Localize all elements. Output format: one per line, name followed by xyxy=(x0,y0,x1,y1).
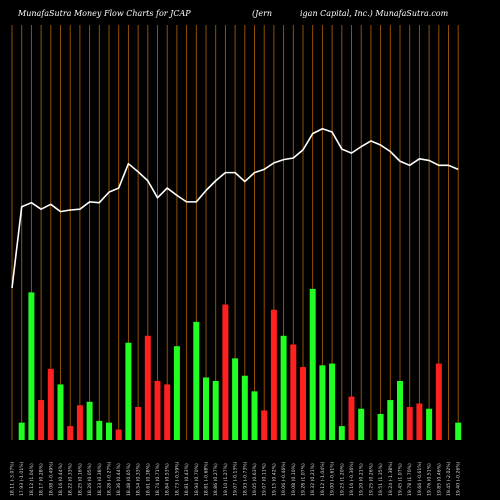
money-flow-bar xyxy=(261,410,268,440)
money-flow-bar xyxy=(203,377,209,440)
money-flow-bar xyxy=(232,358,239,440)
x-tick-label: 19.12 (-1.04%) xyxy=(320,461,326,496)
money-flow-bar xyxy=(377,413,384,440)
money-flow-bar xyxy=(67,426,74,440)
x-tick-label: 18.61 (0.38%) xyxy=(145,463,151,496)
x-tick-label: 18.48 (0.65%) xyxy=(126,463,132,496)
money-flow-bar xyxy=(280,335,287,440)
x-tick-label: 19.85 (0.46%) xyxy=(436,463,442,496)
money-flow-bar xyxy=(426,408,433,440)
x-tick-label: 18.74 (0.71%) xyxy=(155,463,161,496)
x-tick-label: 18.94 (0.70%) xyxy=(194,463,200,496)
money-flow-bar xyxy=(455,422,462,440)
x-tick-label: 18.73 (-0.59%) xyxy=(174,461,180,496)
x-tick-label: 19.66 (-0.61%) xyxy=(417,461,423,496)
x-tick-label: 19.08 (0.10%) xyxy=(291,463,297,496)
x-tick-label: 18.12 (1.04%) xyxy=(29,463,35,496)
money-flow-bar xyxy=(338,426,345,440)
x-tick-label: 18.17 (0.28%) xyxy=(39,463,45,496)
x-tick-label: 18.22 (0.33%) xyxy=(68,463,74,496)
x-tick-label: 18.36 (0.44%) xyxy=(116,463,122,496)
x-tick-label: 18.81 (0.43%) xyxy=(184,463,190,496)
x-tick-label: 17.93 (-1.01%) xyxy=(19,461,25,496)
x-tick-label: 19.40 (-0.26%) xyxy=(456,461,462,496)
money-flow-bar xyxy=(28,292,35,440)
x-tick-label: 19.05 (0.63%) xyxy=(252,463,258,496)
money-flow-bar xyxy=(387,400,394,440)
x-tick-label: 19.16 (-0.36%) xyxy=(349,461,355,496)
money-flow-bar xyxy=(106,422,112,440)
x-tick-label: 19.20 (0.21%) xyxy=(359,463,365,496)
x-tick-label: 19.76 (0.51%) xyxy=(427,463,433,496)
chart-title-right: igan Capital, Inc.) MunafaSutra.com xyxy=(300,9,449,18)
money-flow-bar xyxy=(86,401,93,440)
x-tick-label: 19.07 (-0.13%) xyxy=(233,461,239,496)
x-tick-label: 18.33 (0.38%) xyxy=(97,463,103,496)
money-flow-bar xyxy=(135,407,142,440)
money-flow-bar xyxy=(251,391,258,440)
price-line-layer xyxy=(11,127,459,289)
x-tick-label: 19.45 (1.07%) xyxy=(398,463,404,496)
x-tick-label: 19.00 (-0.61%) xyxy=(330,461,336,496)
x-tick-label: 19.15 (0.42%) xyxy=(271,463,277,496)
x-tick-label: 18.81 (-0.68%) xyxy=(204,461,210,496)
x-tick-label: 19.10 (1.27%) xyxy=(223,463,229,496)
money-flow-bar xyxy=(397,380,403,440)
x-tick-label: 19.06 (-0.46%) xyxy=(281,461,287,496)
money-flow-bar xyxy=(115,429,122,440)
money-flow-bar xyxy=(164,384,171,440)
x-tick-label: 18.86 (0.27%) xyxy=(213,463,219,496)
money-flow-bar xyxy=(222,304,229,440)
money-flow-bar xyxy=(435,363,442,440)
chart-title-middle: (Jern xyxy=(252,9,272,18)
chart-title-left: MunafaSutra Money Flow Charts for JCAP xyxy=(17,9,191,18)
money-flow-bar xyxy=(18,422,25,440)
money-flow-bar xyxy=(38,400,45,440)
x-tick-label: 18.16 (0.44%) xyxy=(58,463,64,496)
x-tick-label: 19.51 (1.35%) xyxy=(378,463,384,496)
money-flow-bar xyxy=(270,309,277,440)
money-flow-bar xyxy=(125,342,132,440)
x-tick-label: 18.54 (0.33%) xyxy=(136,463,142,496)
x-tick-label: 19.28 (1.07%) xyxy=(301,463,307,496)
money-flow-bar xyxy=(144,335,151,440)
x-tick-label: 18.84 (0.53%) xyxy=(165,463,171,496)
x-tick-label: 19.45 (-2.02%) xyxy=(446,461,452,496)
x-tick-label: 19.24 (-1.38%) xyxy=(388,461,394,496)
money-flow-bar xyxy=(300,367,306,440)
money-flow-bar xyxy=(47,368,54,440)
x-tick-labels: 19.40 (-0.26%) 19.45 (-2.02%) 19.85 (0.46%… xyxy=(10,461,462,496)
x-tick-label: 18.26 (0.05%) xyxy=(87,463,93,496)
money-flow-bar xyxy=(416,403,423,440)
x-tick-label: 18.93 (-0.73%) xyxy=(242,461,248,496)
money-flow-bar xyxy=(319,365,326,440)
x-tick-label: 19.25 (0.26%) xyxy=(368,463,374,496)
money-flow-bar xyxy=(290,344,297,440)
money-flow-bar xyxy=(212,380,219,440)
bar-series xyxy=(18,288,462,440)
x-tick-label: 19.07 (0.11%) xyxy=(262,463,268,496)
price-line xyxy=(11,127,459,289)
money-flow-bar xyxy=(96,420,103,440)
money-flow-bar xyxy=(348,396,355,440)
x-tick-label: 19.23 (1.20%) xyxy=(339,463,345,496)
money-flow-bar xyxy=(406,407,413,440)
money-flow-bar xyxy=(76,405,83,440)
x-tick-label: 19.32 (0.21%) xyxy=(310,463,316,496)
money-flow-bar xyxy=(329,363,336,440)
money-flow-bar xyxy=(358,408,365,440)
x-tick-label: 18.11 (-3.07%) xyxy=(10,461,16,496)
x-tick-label: 18.08 (-0.49%) xyxy=(48,461,54,496)
money-flow-bar xyxy=(154,380,161,440)
money-flow-bar xyxy=(173,346,180,440)
money-flow-bar xyxy=(309,288,316,440)
x-tick-label: 19.78 (1.70%) xyxy=(407,463,413,496)
x-tick-label: 18.28 (-0.27%) xyxy=(107,461,113,496)
money-flow-bar xyxy=(57,384,64,440)
x-tick-label: 18.25 (0.16%) xyxy=(77,463,83,496)
money-flow-bar xyxy=(241,375,248,440)
money-flow-bar xyxy=(193,321,200,440)
